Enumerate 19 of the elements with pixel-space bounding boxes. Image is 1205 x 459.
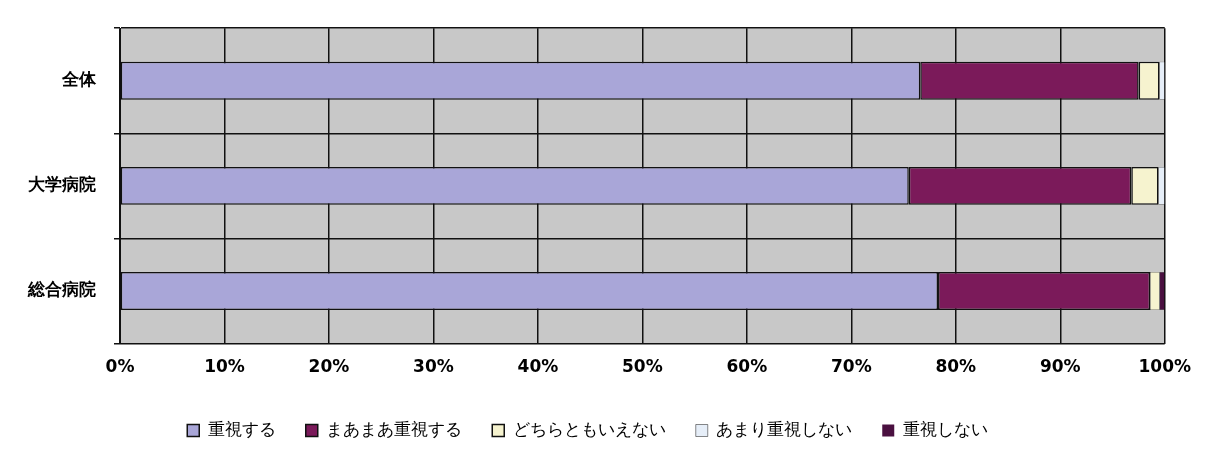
x-tick-label: 0% bbox=[105, 356, 135, 377]
y-tick-label: 総合病院 bbox=[27, 279, 96, 300]
x-tick-label: 60% bbox=[726, 356, 768, 377]
legend-label: 重視しない bbox=[902, 418, 988, 439]
x-tick-label: 10% bbox=[204, 356, 245, 377]
y-tick-label: 大学病院 bbox=[28, 174, 96, 195]
x-tick-label: 40% bbox=[517, 356, 559, 377]
x-tick-label: 30% bbox=[413, 356, 454, 377]
y-tick-label: 全体 bbox=[61, 69, 97, 90]
x-tick-label: 90% bbox=[1039, 356, 1081, 377]
legend-label: 重視する bbox=[207, 418, 276, 439]
legend-label: あまり重視しない bbox=[716, 418, 853, 439]
x-tick-label: 70% bbox=[830, 356, 872, 377]
x-tick-label: 50% bbox=[622, 356, 663, 377]
legend-label: まあまあ重視する bbox=[326, 418, 463, 439]
x-tick-label: 100% bbox=[1138, 356, 1192, 377]
x-tick-label: 80% bbox=[935, 356, 977, 377]
x-tick-label: 20% bbox=[308, 356, 350, 377]
legend-label: どちらともいえない bbox=[512, 418, 666, 439]
